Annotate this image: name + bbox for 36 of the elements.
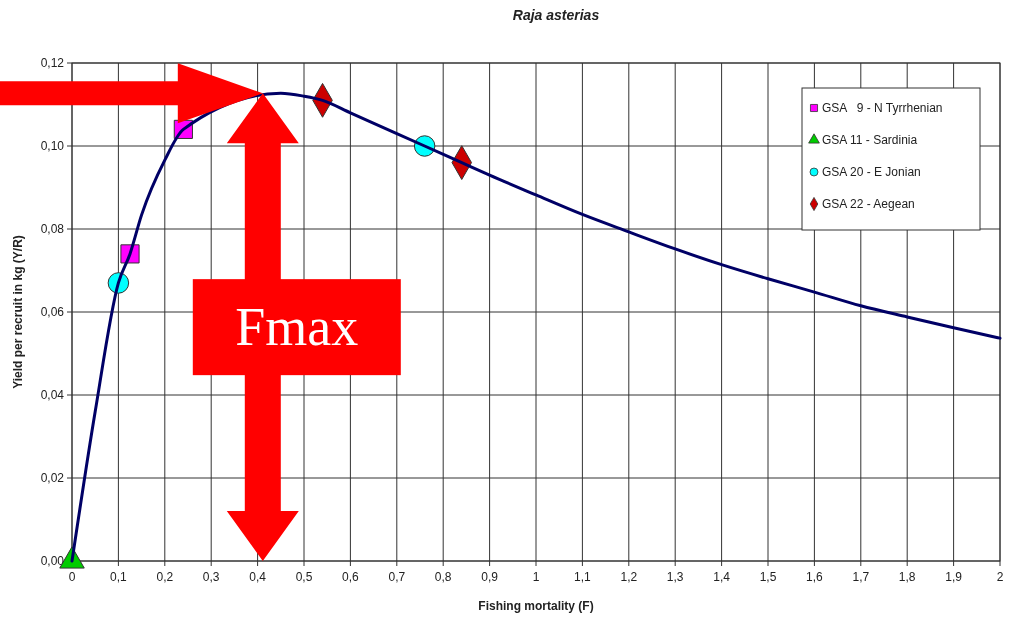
- chart-title: Raja asterias: [512, 7, 600, 23]
- x-tick-label: 0,8: [434, 570, 452, 584]
- x-tick-label: 1,2: [620, 570, 638, 584]
- y-tick-label: 0,06: [40, 305, 65, 319]
- y-axis-title: Yield per recruit in kg (Y/R): [11, 235, 25, 389]
- y-tick-label: 0,00: [40, 554, 65, 568]
- legend-label: GSA 9 - N Tyrrhenian: [822, 101, 943, 115]
- x-axis-title: Fishing mortality (F): [478, 599, 594, 613]
- x-tick-label: 1: [532, 570, 540, 584]
- y-tick-label: 0,02: [40, 471, 65, 485]
- annotation: Fmax: [235, 297, 359, 358]
- x-tick-label: 0,6: [342, 570, 360, 584]
- x-tick-label: 0,9: [481, 570, 499, 584]
- x-tick-label: 0,7: [388, 570, 406, 584]
- x-tick-label: 0,2: [156, 570, 174, 584]
- y-tick-label: 0,12: [40, 56, 65, 70]
- x-tick-label: 0,1: [110, 570, 128, 584]
- x-tick-label: 1,4: [713, 570, 731, 584]
- x-tick-label: 0,4: [249, 570, 267, 584]
- x-tick-label: 1,6: [806, 570, 824, 584]
- x-tick-label: 1,7: [852, 570, 870, 584]
- y-tick-label: 0,08: [40, 222, 65, 236]
- legend-label: GSA 20 - E Jonian: [822, 165, 921, 179]
- x-tick-label: 1,8: [898, 570, 916, 584]
- legend-label: GSA 22 - Aegean: [822, 197, 915, 211]
- x-tick-label: 1,1: [574, 570, 592, 584]
- legend-label: GSA 11 - Sardinia: [822, 133, 918, 147]
- x-tick-label: 2: [996, 570, 1004, 584]
- x-tick-label: 1,5: [759, 570, 777, 584]
- y-tick-label: 0,10: [40, 139, 65, 153]
- x-tick-label: 1,3: [666, 570, 684, 584]
- y-tick-label: 0,04: [40, 388, 65, 402]
- x-tick-label: 1,9: [945, 570, 963, 584]
- x-tick-label: 0,3: [202, 570, 220, 584]
- x-tick-label: 0: [68, 570, 76, 584]
- x-tick-label: 0,5: [295, 570, 313, 584]
